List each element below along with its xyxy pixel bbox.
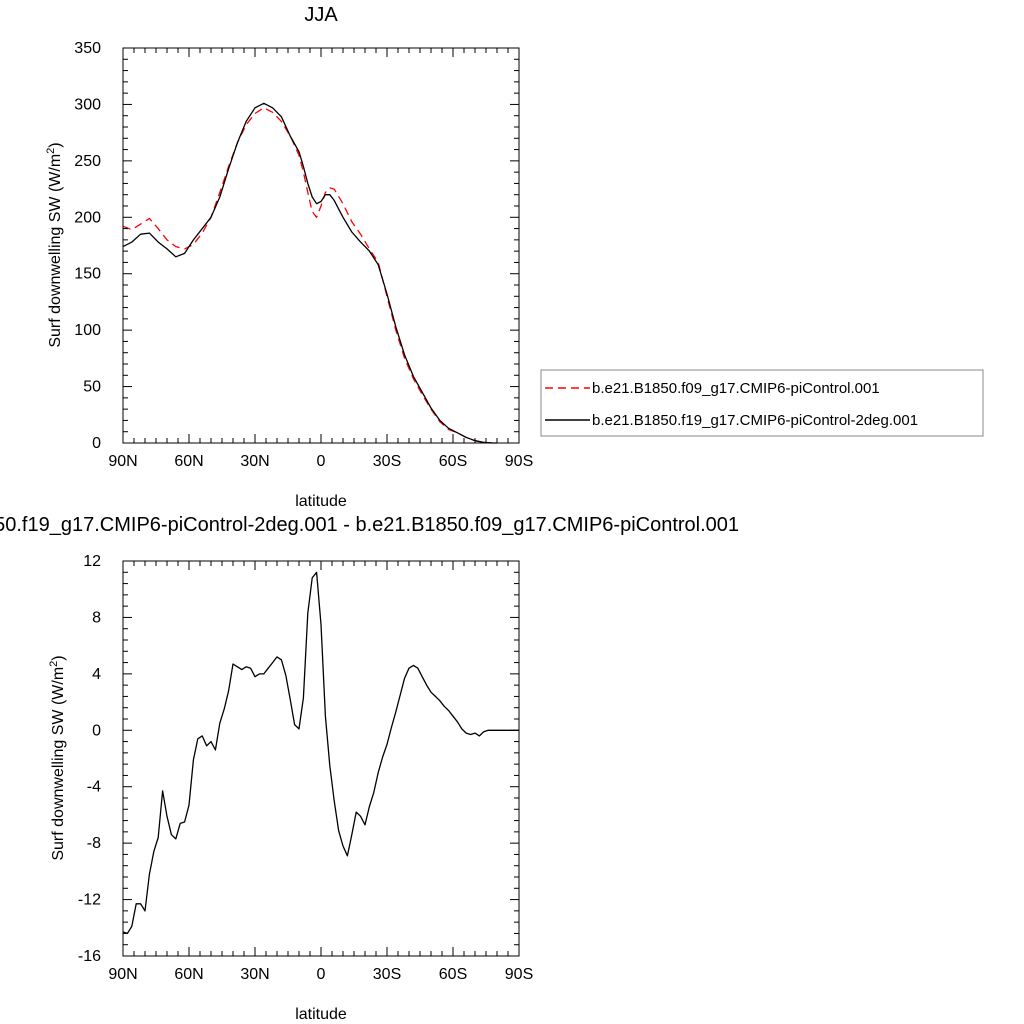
bot-series-line-0 [122, 571, 519, 935]
bot-x-tick-label: 60N [174, 966, 203, 983]
top-y-tick-label: 0 [92, 435, 101, 452]
bot-x-tick-label: 90S [505, 966, 533, 983]
top-chart-title: JJA [304, 4, 338, 26]
top-y-tick-label: 300 [74, 96, 101, 113]
bot-x-tick-label: 60S [439, 966, 467, 983]
legend-label-f19: b.e21.B1850.f19_g17.CMIP6-piControl-2deg… [592, 412, 918, 429]
bot-y-tick-label: 4 [92, 666, 101, 683]
bot-x-tick-label: 0 [317, 966, 326, 983]
bot-x-tick-label: 90N [108, 966, 137, 983]
top-y-tick-label: 250 [74, 153, 101, 170]
top-x-tick-label: 0 [317, 453, 326, 470]
top-x-tick-label: 90S [505, 453, 533, 470]
bot-y-tick-label: -4 [87, 779, 101, 796]
bot-y-tick-label: 8 [92, 609, 101, 626]
top-x-axis-label: latitude [295, 493, 347, 510]
bot-y-tick-label: -12 [78, 892, 101, 909]
bottom-chart-title: b.e21.B1850.f19_g17.CMIP6-piControl-2deg… [0, 514, 739, 536]
top-y-tick-label: 150 [74, 266, 101, 283]
top-y-axis-label: Surf downwelling SW (W/m2) [45, 142, 64, 347]
top-y-tick-label: 50 [83, 379, 101, 396]
top-y-tick-label: 100 [74, 322, 101, 339]
top-panel: JJA 90N 60N 30N 0 30S 60S 90S 0 50 100 150 200 250 30… [45, 4, 984, 510]
top-series-line-0 [122, 107, 497, 444]
top-x-tick-label: 90N [108, 453, 137, 470]
top-x-tick-label: 60N [174, 453, 203, 470]
top-x-tick-label: 30S [373, 453, 401, 470]
bottom-x-axis-label: latitude [295, 1006, 347, 1023]
top-series-line-1 [122, 102, 497, 444]
legend-label-f09: b.e21.B1850.f09_g17.CMIP6-piControl.001 [592, 380, 880, 397]
top-y-tick-label: 350 [74, 40, 101, 57]
bot-y-tick-label: -16 [78, 948, 101, 965]
bot-x-tick-label: 30N [240, 966, 269, 983]
bottom-panel: b.e21.B1850.f19_g17.CMIP6-piControl-2deg… [0, 514, 739, 1023]
bot-x-tick-label: 30S [373, 966, 401, 983]
bot-y-tick-label: -8 [87, 835, 101, 852]
bot-y-tick-label: 0 [92, 722, 101, 739]
bot-y-tick-label: 12 [83, 553, 101, 570]
top-y-tick-label: 200 [74, 209, 101, 226]
top-plot-frame [122, 47, 520, 444]
top-x-tick-label: 60S [439, 453, 467, 470]
bottom-y-axis-label: Surf downwelling SW (W/m2) [48, 655, 67, 860]
top-x-tick-label: 30N [240, 453, 269, 470]
legend: b.e21.B1850.f09_g17.CMIP6-piControl.001 … [540, 369, 984, 437]
legend-box [540, 369, 984, 437]
